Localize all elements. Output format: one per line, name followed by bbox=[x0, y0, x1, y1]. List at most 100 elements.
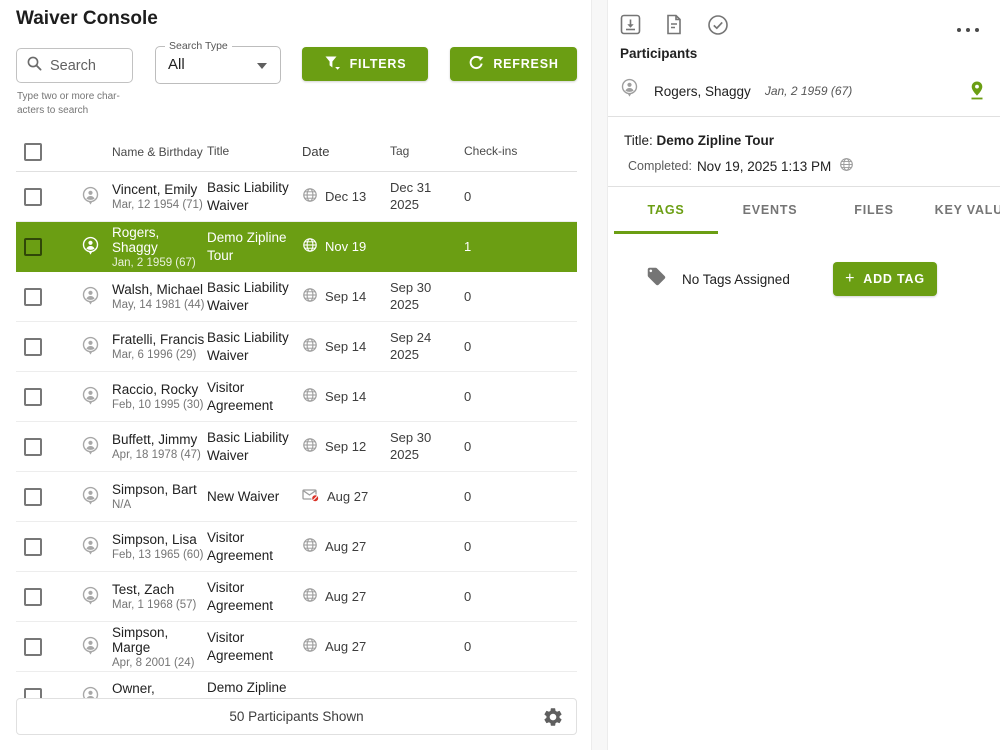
add-tag-label: ADD TAG bbox=[863, 272, 925, 286]
table-row[interactable]: Raccio, Rocky Feb, 10 1995 (30) Visitor … bbox=[16, 372, 577, 422]
row-checkbox[interactable] bbox=[24, 287, 42, 306]
participant-birthday: Feb, 10 1995 (30) bbox=[112, 399, 204, 411]
cell-checkins: 0 bbox=[464, 489, 472, 504]
cell-name-birthday: Rogers, Shaggy Jan, 2 1959 (67) bbox=[112, 225, 207, 269]
participant-birthday: May, 14 1981 (44) bbox=[112, 299, 205, 311]
table-footer-bar: 50 Participants Shown bbox=[16, 698, 577, 735]
divider bbox=[608, 116, 1000, 117]
participant-name: Buffett, Jimmy bbox=[112, 432, 198, 447]
person-pin-icon bbox=[68, 586, 112, 607]
header-date[interactable]: Date bbox=[302, 144, 330, 159]
more-options-icon[interactable] bbox=[956, 20, 980, 38]
person-pin-icon bbox=[68, 486, 112, 507]
table-row[interactable]: Test, Zach Mar, 1 1968 (57) Visitor Agre… bbox=[16, 572, 577, 622]
globe-icon bbox=[302, 637, 318, 656]
tab-tags[interactable]: TAGS bbox=[614, 187, 718, 234]
table-row[interactable]: Buffett, Jimmy Apr, 18 1978 (47) Basic L… bbox=[16, 422, 577, 472]
row-checkbox[interactable] bbox=[24, 237, 42, 256]
header-tag[interactable]: Tag bbox=[390, 143, 410, 158]
search-helper-text: Type two or more char-acters to search bbox=[17, 91, 120, 116]
cell-date: Aug 27 bbox=[302, 587, 390, 606]
detail-action-bar bbox=[620, 14, 729, 41]
table-header: Name & Birthday Title Date Tag Check-ins bbox=[16, 132, 577, 172]
waiver-completed-line: Completed: Nov 19, 2025 1:13 PM bbox=[628, 157, 854, 175]
tab-events[interactable]: EVENTS bbox=[742, 203, 798, 218]
tab-key-values[interactable]: KEY VALUES bbox=[934, 203, 1000, 218]
table-row[interactable]: Vincent, Emily Mar, 12 1954 (71) Basic L… bbox=[16, 172, 577, 222]
person-pin-icon bbox=[68, 536, 112, 557]
participants-heading: Participants bbox=[620, 46, 698, 61]
cell-date: Sep 14 bbox=[302, 337, 390, 356]
cell-title: Basic Liability Waiver bbox=[207, 180, 289, 213]
pin-drop-icon[interactable] bbox=[968, 80, 986, 105]
mail-error-icon bbox=[302, 487, 320, 506]
cell-checkins: 0 bbox=[464, 539, 472, 554]
person-pin-icon bbox=[68, 436, 112, 457]
row-checkbox[interactable] bbox=[24, 587, 42, 606]
row-checkbox[interactable] bbox=[24, 387, 42, 406]
header-name-birthday[interactable]: Name & Birthday bbox=[112, 144, 203, 159]
person-pin-icon bbox=[620, 78, 639, 104]
table-row[interactable]: Simpson, Bart N/A New Waiver Aug 27 0 bbox=[16, 472, 577, 522]
waiver-date: Sep 12 bbox=[325, 439, 367, 454]
completed-label: Completed: bbox=[628, 159, 692, 173]
header-checkins[interactable]: Check-ins bbox=[464, 144, 518, 158]
document-icon[interactable] bbox=[664, 14, 684, 41]
cell-name-birthday: Buffett, Jimmy Apr, 18 1978 (47) bbox=[112, 432, 207, 461]
waiver-date: Sep 14 bbox=[325, 339, 367, 354]
cell-name-birthday: Fratelli, Francis Mar, 6 1996 (29) bbox=[112, 332, 207, 361]
table-row[interactable]: Walsh, Michael May, 14 1981 (44) Basic L… bbox=[16, 272, 577, 322]
table-row[interactable]: Fratelli, Francis Mar, 6 1996 (29) Basic… bbox=[16, 322, 577, 372]
filter-funnel-icon bbox=[324, 55, 341, 74]
participant-birthday: Apr, 18 1978 (47) bbox=[112, 449, 201, 461]
row-checkbox[interactable] bbox=[24, 537, 42, 556]
participant-birthday: Mar, 1 1968 (57) bbox=[112, 599, 197, 611]
panel-divider-gutter[interactable] bbox=[591, 0, 608, 750]
cell-date: Nov 19 bbox=[302, 237, 390, 256]
participant-name: Walsh, Michael bbox=[112, 282, 204, 297]
cell-name-birthday: Simpson, Marge Apr, 8 2001 (24) bbox=[112, 625, 207, 669]
filters-button[interactable]: FILTERS bbox=[302, 47, 428, 81]
cell-tag: Sep 30 2025 bbox=[390, 429, 432, 462]
cell-checkins: 0 bbox=[464, 289, 472, 304]
header-title[interactable]: Title bbox=[207, 143, 230, 158]
row-checkbox[interactable] bbox=[24, 487, 42, 506]
gear-icon[interactable] bbox=[542, 706, 564, 731]
search-type-select[interactable]: Search Type All bbox=[155, 40, 281, 84]
cell-name-birthday: Simpson, Bart N/A bbox=[112, 482, 207, 511]
cell-date: Dec 13 bbox=[302, 187, 390, 206]
person-pin-icon bbox=[68, 386, 112, 407]
participant-detail-row[interactable]: Rogers, Shaggy Jan, 2 1959 (67) bbox=[620, 77, 988, 105]
globe-icon bbox=[302, 537, 318, 556]
globe-icon bbox=[839, 157, 854, 175]
row-checkbox[interactable] bbox=[24, 187, 42, 206]
check-circle-icon[interactable] bbox=[707, 14, 729, 41]
row-checkbox[interactable] bbox=[24, 637, 42, 656]
person-pin-icon bbox=[68, 186, 112, 207]
cell-title: Visitor Agreement bbox=[207, 530, 274, 563]
refresh-button[interactable]: REFRESH bbox=[450, 47, 577, 81]
participant-name: Vincent, Emily bbox=[112, 182, 198, 197]
table-row[interactable]: Rogers, Shaggy Jan, 2 1959 (67) Demo Zip… bbox=[16, 222, 577, 272]
search-input[interactable] bbox=[50, 57, 130, 74]
participant-rows: Vincent, Emily Mar, 12 1954 (71) Basic L… bbox=[16, 172, 577, 722]
select-all-checkbox[interactable] bbox=[24, 142, 42, 161]
cell-tag: Dec 31 2025 bbox=[390, 179, 432, 212]
row-checkbox[interactable] bbox=[24, 337, 42, 356]
search-box[interactable] bbox=[16, 48, 133, 83]
tab-files[interactable]: FILES bbox=[854, 203, 894, 218]
row-checkbox[interactable] bbox=[24, 437, 42, 456]
table-row[interactable]: Simpson, Lisa Feb, 13 1965 (60) Visitor … bbox=[16, 522, 577, 572]
add-tag-button[interactable]: + ADD TAG bbox=[833, 262, 937, 296]
plus-icon: + bbox=[845, 269, 856, 287]
cell-checkins: 1 bbox=[464, 239, 472, 254]
detail-tabs: TAGS EVENTS FILES KEY VALUES bbox=[614, 187, 1000, 234]
waiver-date: Nov 19 bbox=[325, 239, 367, 254]
search-type-value: All bbox=[168, 56, 185, 73]
table-row[interactable]: Simpson, Marge Apr, 8 2001 (24) Visitor … bbox=[16, 622, 577, 672]
waiver-title-value: Demo Zipline Tour bbox=[656, 133, 775, 148]
cell-title: Basic Liability Waiver bbox=[207, 330, 289, 363]
divider bbox=[608, 186, 1000, 187]
download-box-icon[interactable] bbox=[620, 14, 641, 41]
cell-tag: Sep 24 2025 bbox=[390, 329, 432, 362]
